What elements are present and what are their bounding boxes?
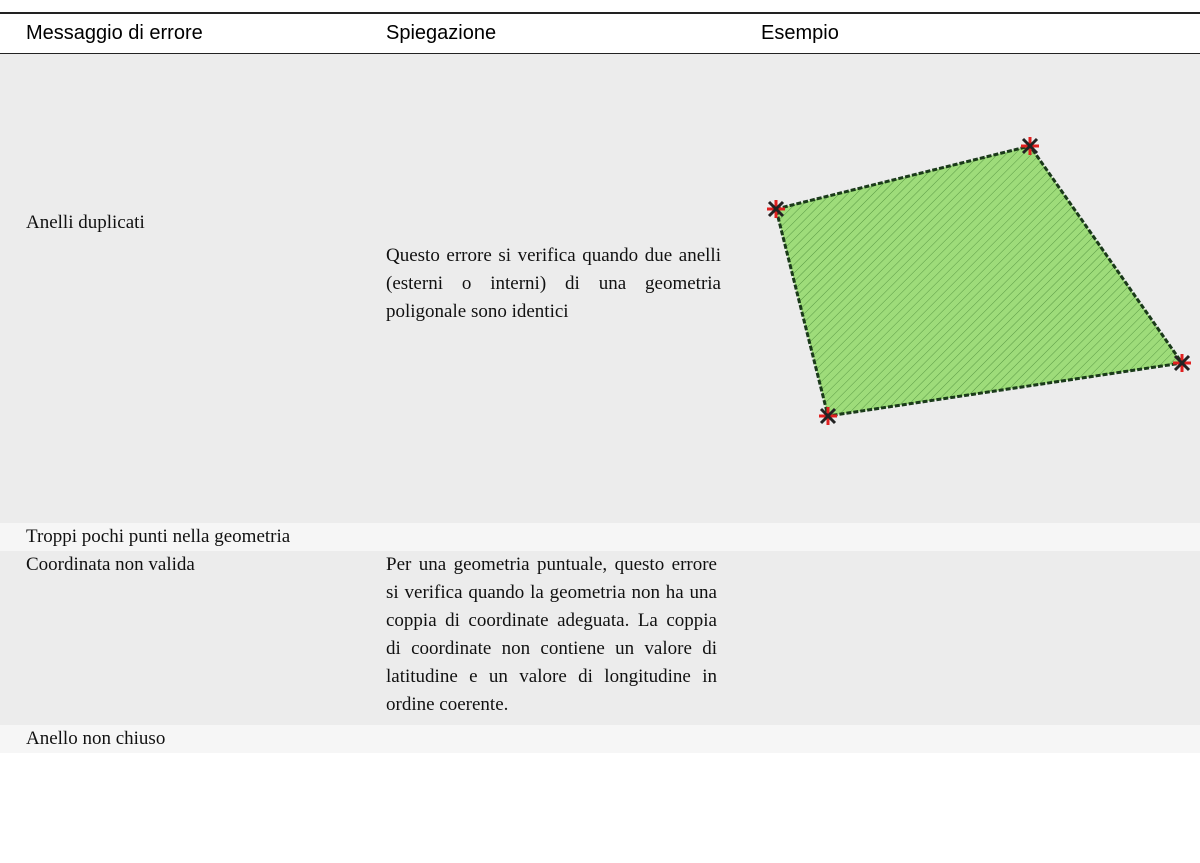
cell bbox=[735, 551, 1200, 725]
example-image bbox=[767, 137, 1191, 425]
cell bbox=[370, 523, 735, 551]
cell bbox=[735, 725, 1200, 753]
cell-text: Anelli duplicati bbox=[26, 211, 145, 233]
cell: Questo errore si verifica quando due ane… bbox=[370, 53, 735, 523]
vertex-markers bbox=[767, 137, 1191, 425]
row: Troppi pochi punti nella geometria bbox=[0, 523, 1200, 551]
header-row: Messaggio di errore Spiegazione Esempio bbox=[0, 12, 1200, 54]
cell: Coordinata non valida bbox=[0, 551, 370, 725]
cell: Anello non chiuso bbox=[0, 725, 370, 753]
cell bbox=[370, 725, 735, 753]
example-cell bbox=[735, 53, 1200, 523]
row: Anello non chiuso bbox=[0, 725, 1200, 753]
cell: Troppi pochi punti nella geometria bbox=[0, 523, 370, 551]
table-wrap: Messaggio di errore Spiegazione Esempio … bbox=[0, 12, 1200, 753]
header-cell: Spiegazione bbox=[370, 12, 735, 54]
cell: Anelli duplicati bbox=[0, 53, 370, 523]
row: Anelli duplicati Questo errore si verifi… bbox=[0, 53, 1200, 523]
error-table: Messaggio di errore Spiegazione Esempio … bbox=[0, 12, 1200, 753]
header-cell: Esempio bbox=[735, 12, 1200, 54]
row: Coordinata non valida Per una geometria … bbox=[0, 551, 1200, 725]
cell bbox=[735, 523, 1200, 551]
header-cell: Messaggio di errore bbox=[0, 12, 370, 54]
cell: Per una geometria puntuale, questo error… bbox=[370, 551, 735, 725]
polygon bbox=[774, 144, 1185, 418]
cell-text: Questo errore si verifica quando due ane… bbox=[386, 244, 721, 322]
